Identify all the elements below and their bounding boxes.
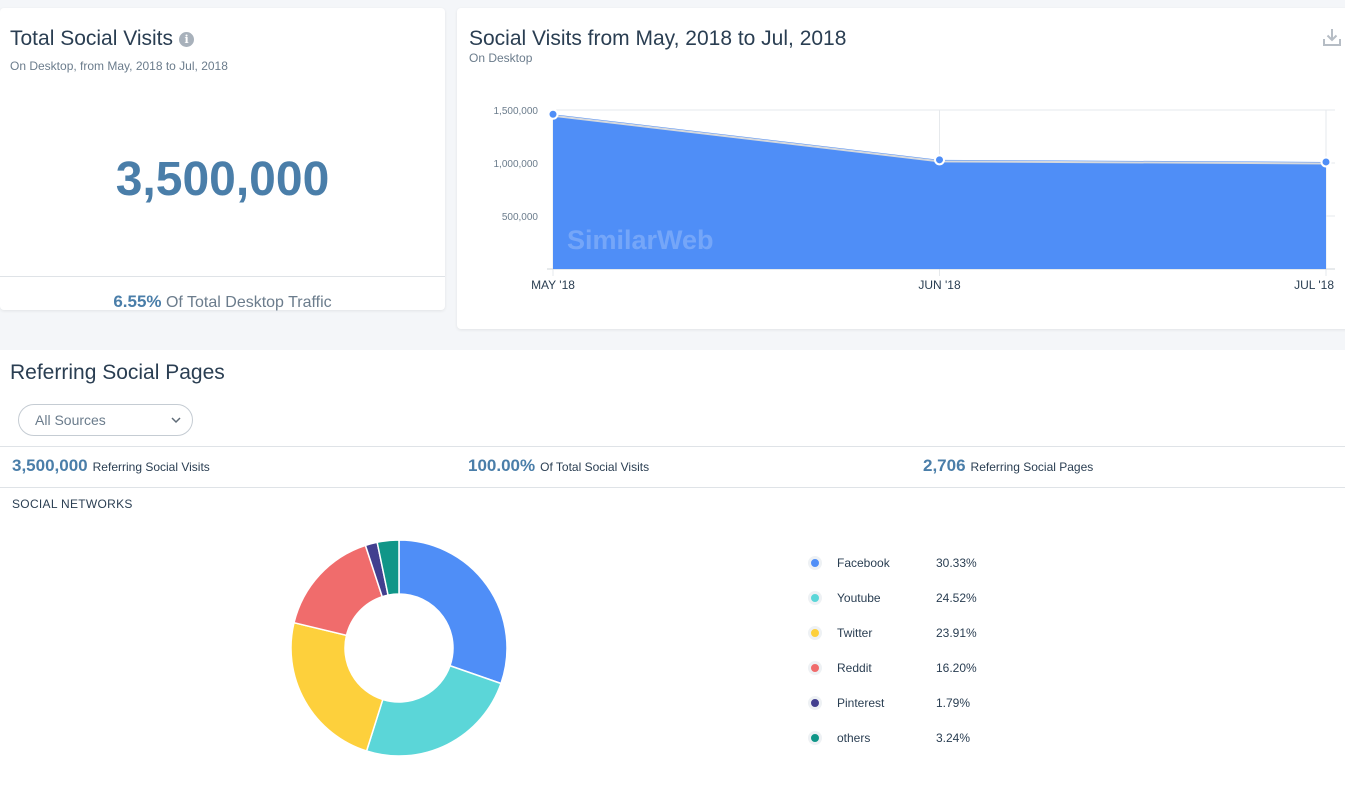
legend-label: Reddit	[837, 661, 872, 675]
legend-dot	[808, 626, 822, 640]
metric-value: 100.00%	[468, 456, 536, 475]
total-card-subtitle: On Desktop, from May, 2018 to Jul, 2018	[10, 59, 228, 73]
divider	[0, 276, 445, 277]
metric-total-social-share: 100.00% Of Total Social Visits	[468, 456, 649, 476]
metric-value: 2,706	[923, 456, 966, 475]
social-networks-label: SOCIAL NETWORKS	[12, 497, 133, 511]
legend-value: 1.79%	[936, 696, 971, 710]
x-tick-label: JUN '18	[918, 278, 961, 292]
area-chart: 1,500,000 1,000,000 500,000 SimilarWeb MAY…	[494, 106, 1335, 292]
metric-referring-pages: 2,706 Referring Social Pages	[923, 456, 1093, 476]
donut-slice-youtube[interactable]	[365, 664, 502, 757]
y-tick-label: 1,500,000	[494, 106, 539, 117]
legend-dot	[808, 591, 822, 605]
metric-referring-visits: 3,500,000 Referring Social Visits	[12, 456, 210, 476]
legend-label: Facebook	[837, 556, 890, 570]
total-traffic-share: 6.55% Of Total Desktop Traffic	[0, 292, 445, 312]
area-series-fill	[553, 114, 1326, 270]
y-tick-label: 1,000,000	[494, 159, 539, 170]
divider	[0, 446, 1345, 447]
similarweb-watermark: SimilarWeb	[567, 225, 714, 255]
chart-subtitle: On Desktop	[469, 51, 533, 65]
x-tick-label: JUL '18	[1294, 278, 1334, 292]
metric-value: 3,500,000	[12, 456, 88, 475]
data-point[interactable]	[547, 108, 559, 120]
legend-value: 3.24%	[936, 731, 971, 745]
legend-value: 23.91%	[936, 626, 977, 640]
legend-value: 30.33%	[936, 556, 977, 570]
referring-title: Referring Social Pages	[10, 361, 225, 384]
referring-social-pages-section: Referring Social Pages All Sources 3,500…	[0, 350, 1345, 785]
divider	[0, 487, 1345, 488]
legend-dot	[808, 731, 822, 745]
legend-label: Pinterest	[837, 696, 885, 710]
data-point[interactable]	[1320, 156, 1332, 168]
legend-dot	[808, 696, 822, 710]
metric-label: Of Total Social Visits	[540, 460, 650, 474]
data-point[interactable]	[934, 154, 945, 166]
total-card-title: Total Social Visits i	[10, 27, 195, 51]
legend-label: Youtube	[837, 591, 881, 605]
donut-slice-others[interactable]	[376, 539, 400, 597]
legend-value: 24.52%	[936, 591, 977, 605]
traffic-share-pct: 6.55%	[113, 292, 162, 311]
legend-dot	[808, 661, 822, 675]
total-social-visits-card: Total Social Visits i On Desktop, from Ma…	[0, 8, 445, 312]
chevron-down-icon	[171, 417, 181, 424]
source-select-value: All Sources	[35, 412, 106, 428]
donut-slice-reddit[interactable]	[293, 544, 384, 637]
metric-label: Referring Social Visits	[92, 460, 210, 474]
info-icon[interactable]: i	[179, 32, 195, 47]
total-card-title-text: Total Social Visits	[10, 27, 174, 50]
download-icon[interactable]	[1321, 26, 1343, 48]
total-visits-value: 3,500,000	[115, 153, 330, 206]
y-tick-label: 500,000	[502, 212, 539, 223]
x-tick-label: MAY '18	[531, 278, 575, 292]
legend-dot	[808, 556, 822, 570]
donut-slice-twitter[interactable]	[290, 621, 384, 752]
traffic-share-label: Of Total Desktop Traffic	[165, 294, 332, 311]
metric-label: Referring Social Pages	[970, 460, 1094, 474]
social-visits-chart-card: 1,500,000 1,000,000 500,000 SimilarWeb MAY…	[457, 8, 1345, 329]
legend-label: Twitter	[837, 626, 873, 640]
legend-value: 16.20%	[936, 661, 977, 675]
chart-title: Social Visits from May, 2018 to Jul, 201…	[469, 27, 847, 50]
donut-slice-facebook[interactable]	[398, 539, 508, 685]
social-networks-donut	[290, 539, 508, 757]
source-select[interactable]: All Sources	[18, 404, 193, 436]
legend-label: others	[837, 731, 871, 745]
